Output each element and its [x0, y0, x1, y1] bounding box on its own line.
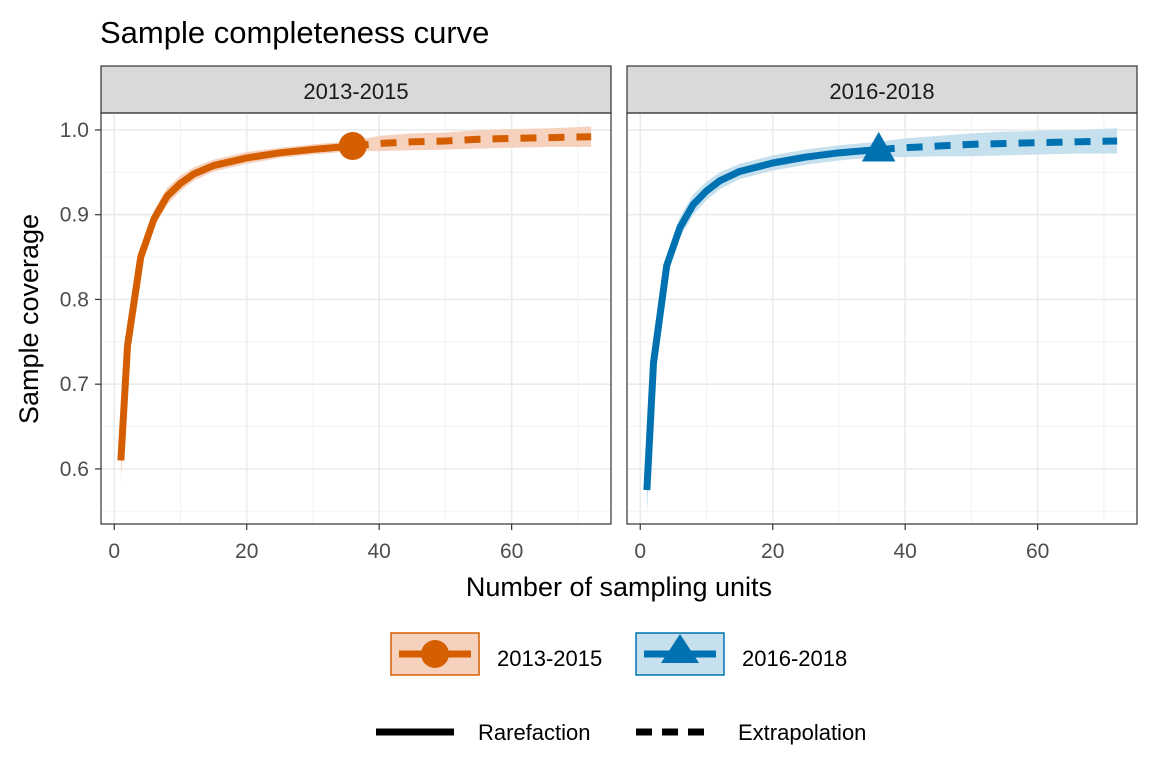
extrapolation-line	[878, 137, 1118, 153]
rarefaction-line	[643, 145, 879, 491]
panel-2-x-axis: 0 20 40 60	[634, 524, 1049, 563]
legend-key-group-2-marker	[661, 634, 699, 663]
y-tick-label: 0.9	[60, 204, 89, 227]
legend-label-group-1: 2013-2015	[497, 646, 602, 671]
legend-groups: 2013-2015 2016-2018	[390, 632, 847, 676]
panel-2-gridlines	[627, 113, 1137, 524]
panel-1-strip-label: 2013-2015	[303, 79, 408, 104]
chart-title: Sample completeness curve	[100, 15, 489, 50]
panel-1-x-axis: 0 20 40 60	[108, 524, 523, 563]
y-axis-label: Sample coverage	[14, 214, 44, 424]
x-tick-label: 0	[634, 540, 646, 563]
panel-1-strip	[100, 65, 612, 114]
y-tick-label: 0.7	[60, 373, 89, 396]
panel-1-observed-marker	[338, 132, 367, 161]
panel-1-curves	[117, 133, 592, 461]
x-tick-label: 20	[761, 540, 784, 563]
panel-1-border	[100, 112, 612, 525]
legend-key-group-1	[390, 632, 480, 676]
panel-2-strip-label: 2016-2018	[829, 79, 934, 104]
panel-2-strip	[626, 65, 1138, 114]
observed-point	[338, 132, 367, 161]
legend-key-group-2	[635, 632, 725, 676]
panel-2-curves	[643, 137, 1118, 491]
y-tick-label: 0.6	[60, 458, 89, 481]
panel-1: 2013-2015 0 20 40 60 0.6 0.7 0.8 0.9 1.0	[60, 65, 612, 563]
observed-point	[861, 131, 896, 162]
x-tick-label: 60	[500, 540, 523, 563]
panel-1-y-axis: 0.6 0.7 0.8 0.9 1.0	[60, 119, 101, 481]
legend-label-group-2: 2016-2018	[742, 646, 847, 671]
x-axis-label: Number of sampling units	[466, 572, 772, 602]
legend-key-group-1-marker	[421, 640, 449, 668]
rarefaction-line	[117, 142, 353, 461]
y-tick-label: 1.0	[60, 119, 89, 142]
legend-methods: Rarefaction Extrapolation	[376, 720, 866, 745]
panel-2-border	[626, 112, 1138, 525]
legend-label-rarefaction: Rarefaction	[478, 720, 591, 745]
legend-label-extrapolation: Extrapolation	[738, 720, 866, 745]
x-tick-label: 20	[235, 540, 258, 563]
panel-2: 2016-2018 0 20 40 60	[626, 65, 1138, 563]
x-tick-label: 60	[1026, 540, 1049, 563]
x-tick-label: 0	[108, 540, 120, 563]
panel-2-observed-marker	[861, 131, 896, 162]
x-tick-label: 40	[368, 540, 391, 563]
extrapolation-line	[352, 133, 592, 150]
y-tick-label: 0.8	[60, 288, 89, 311]
x-tick-label: 40	[894, 540, 917, 563]
